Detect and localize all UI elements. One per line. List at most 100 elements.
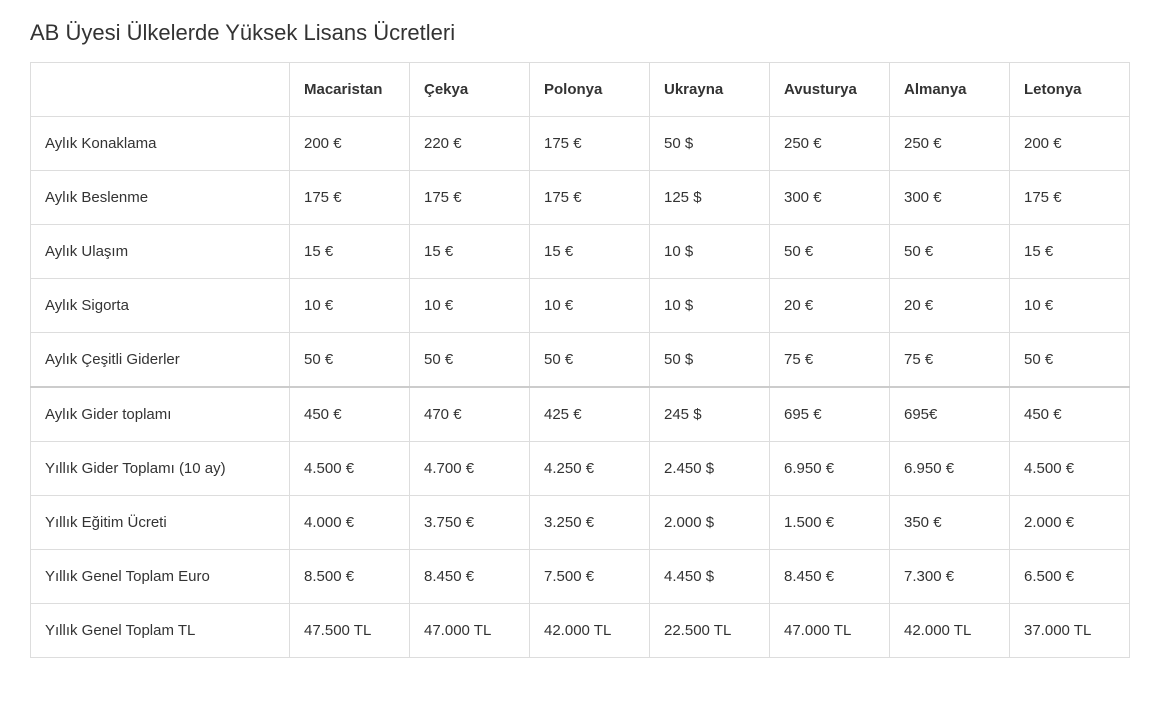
table-cell: 37.000 TL bbox=[1010, 604, 1130, 658]
table-cell: 15 € bbox=[1010, 225, 1130, 279]
row-label: Yıllık Genel Toplam Euro bbox=[31, 550, 290, 604]
table-cell: 50 € bbox=[530, 333, 650, 388]
table-cell: 7.300 € bbox=[890, 550, 1010, 604]
table-cell: 175 € bbox=[290, 171, 410, 225]
col-header-letonya: Letonya bbox=[1010, 63, 1130, 117]
table-cell: 220 € bbox=[410, 117, 530, 171]
row-label: Aylık Konaklama bbox=[31, 117, 290, 171]
table-cell: 470 € bbox=[410, 387, 530, 442]
table-cell: 50 € bbox=[1010, 333, 1130, 388]
table-cell: 450 € bbox=[290, 387, 410, 442]
table-cell: 125 $ bbox=[650, 171, 770, 225]
table-cell: 175 € bbox=[1010, 171, 1130, 225]
table-cell: 75 € bbox=[770, 333, 890, 388]
table-cell: 695 € bbox=[770, 387, 890, 442]
table-row: Yıllık Gider Toplamı (10 ay)4.500 €4.700… bbox=[31, 442, 1130, 496]
table-cell: 15 € bbox=[410, 225, 530, 279]
table-cell: 50 $ bbox=[650, 333, 770, 388]
table-cell: 50 € bbox=[410, 333, 530, 388]
table-row: Aylık Konaklama200 €220 €175 €50 $250 €2… bbox=[31, 117, 1130, 171]
table-row: Yıllık Genel Toplam TL47.500 TL47.000 TL… bbox=[31, 604, 1130, 658]
table-cell: 8.450 € bbox=[770, 550, 890, 604]
table-cell: 10 $ bbox=[650, 225, 770, 279]
table-cell: 300 € bbox=[890, 171, 1010, 225]
col-header-avusturya: Avusturya bbox=[770, 63, 890, 117]
table-cell: 6.950 € bbox=[890, 442, 1010, 496]
table-cell: 3.750 € bbox=[410, 496, 530, 550]
table-cell: 20 € bbox=[890, 279, 1010, 333]
table-row: Yıllık Eğitim Ücreti4.000 €3.750 €3.250 … bbox=[31, 496, 1130, 550]
table-cell: 425 € bbox=[530, 387, 650, 442]
table-cell: 8.500 € bbox=[290, 550, 410, 604]
table-cell: 245 $ bbox=[650, 387, 770, 442]
row-label: Aylık Sigorta bbox=[31, 279, 290, 333]
table-row: Yıllık Genel Toplam Euro8.500 €8.450 €7.… bbox=[31, 550, 1130, 604]
col-header-macaristan: Macaristan bbox=[290, 63, 410, 117]
row-label: Yıllık Gider Toplamı (10 ay) bbox=[31, 442, 290, 496]
table-cell: 15 € bbox=[530, 225, 650, 279]
table-cell: 75 € bbox=[890, 333, 1010, 388]
table-cell: 350 € bbox=[890, 496, 1010, 550]
table-cell: 3.250 € bbox=[530, 496, 650, 550]
row-label: Aylık Beslenme bbox=[31, 171, 290, 225]
table-cell: 4.500 € bbox=[1010, 442, 1130, 496]
col-header-cekya: Çekya bbox=[410, 63, 530, 117]
table-header-row: Macaristan Çekya Polonya Ukrayna Avustur… bbox=[31, 63, 1130, 117]
table-cell: 10 € bbox=[1010, 279, 1130, 333]
table-cell: 175 € bbox=[410, 171, 530, 225]
table-cell: 200 € bbox=[290, 117, 410, 171]
table-cell: 42.000 TL bbox=[890, 604, 1010, 658]
table-cell: 6.950 € bbox=[770, 442, 890, 496]
table-cell: 6.500 € bbox=[1010, 550, 1130, 604]
table-cell: 4.450 $ bbox=[650, 550, 770, 604]
table-body: Aylık Konaklama200 €220 €175 €50 $250 €2… bbox=[31, 117, 1130, 658]
table-cell: 47.000 TL bbox=[410, 604, 530, 658]
table-cell: 200 € bbox=[1010, 117, 1130, 171]
table-cell: 2.000 € bbox=[1010, 496, 1130, 550]
col-header-polonya: Polonya bbox=[530, 63, 650, 117]
table-cell: 8.450 € bbox=[410, 550, 530, 604]
row-label: Aylık Çeşitli Giderler bbox=[31, 333, 290, 388]
table-cell: 250 € bbox=[890, 117, 1010, 171]
table-cell: 2.000 $ bbox=[650, 496, 770, 550]
row-label: Yıllık Eğitim Ücreti bbox=[31, 496, 290, 550]
table-cell: 47.000 TL bbox=[770, 604, 890, 658]
table-cell: 50 € bbox=[890, 225, 1010, 279]
table-cell: 250 € bbox=[770, 117, 890, 171]
row-label: Aylık Gider toplamı bbox=[31, 387, 290, 442]
table-cell: 42.000 TL bbox=[530, 604, 650, 658]
row-label: Aylık Ulaşım bbox=[31, 225, 290, 279]
table-cell: 20 € bbox=[770, 279, 890, 333]
table-cell: 15 € bbox=[290, 225, 410, 279]
table-cell: 50 $ bbox=[650, 117, 770, 171]
table-cell: 7.500 € bbox=[530, 550, 650, 604]
table-row: Aylık Gider toplamı450 €470 €425 €245 $6… bbox=[31, 387, 1130, 442]
table-cell: 4.000 € bbox=[290, 496, 410, 550]
col-header-almanya: Almanya bbox=[890, 63, 1010, 117]
table-cell: 4.500 € bbox=[290, 442, 410, 496]
table-row: Aylık Ulaşım15 €15 €15 €10 $50 €50 €15 € bbox=[31, 225, 1130, 279]
table-row: Aylık Sigorta10 €10 €10 €10 $20 €20 €10 … bbox=[31, 279, 1130, 333]
table-cell: 2.450 $ bbox=[650, 442, 770, 496]
table-cell: 50 € bbox=[770, 225, 890, 279]
table-cell: 450 € bbox=[1010, 387, 1130, 442]
row-label: Yıllık Genel Toplam TL bbox=[31, 604, 290, 658]
table-cell: 50 € bbox=[290, 333, 410, 388]
table-cell: 300 € bbox=[770, 171, 890, 225]
page-title: AB Üyesi Ülkelerde Yüksek Lisans Ücretle… bbox=[30, 20, 1132, 46]
table-cell: 47.500 TL bbox=[290, 604, 410, 658]
table-cell: 175 € bbox=[530, 117, 650, 171]
table-cell: 10 € bbox=[530, 279, 650, 333]
table-cell: 10 € bbox=[410, 279, 530, 333]
table-cell: 695€ bbox=[890, 387, 1010, 442]
table-cell: 1.500 € bbox=[770, 496, 890, 550]
table-cell: 4.250 € bbox=[530, 442, 650, 496]
col-header-empty bbox=[31, 63, 290, 117]
table-cell: 22.500 TL bbox=[650, 604, 770, 658]
table-row: Aylık Beslenme175 €175 €175 €125 $300 €3… bbox=[31, 171, 1130, 225]
table-cell: 4.700 € bbox=[410, 442, 530, 496]
table-cell: 10 $ bbox=[650, 279, 770, 333]
table-cell: 10 € bbox=[290, 279, 410, 333]
table-cell: 175 € bbox=[530, 171, 650, 225]
fees-table: Macaristan Çekya Polonya Ukrayna Avustur… bbox=[30, 62, 1130, 658]
